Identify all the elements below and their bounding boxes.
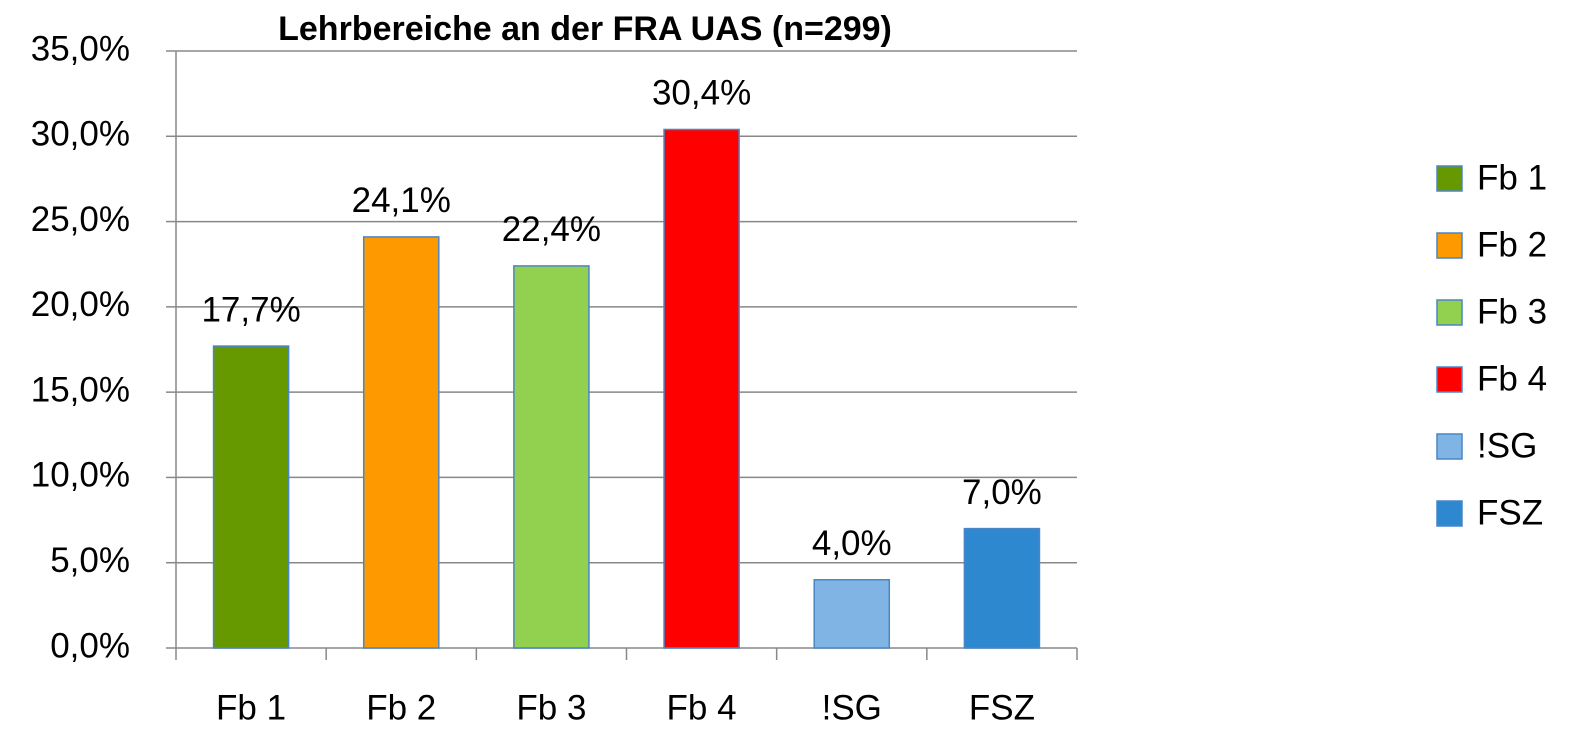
- value-label: 17,7%: [201, 290, 300, 329]
- chart-title: Lehrbereiche an der FRA UAS (n=299): [278, 10, 892, 48]
- y-tick-label: 20,0%: [31, 285, 130, 324]
- legend-swatch: [1436, 165, 1463, 192]
- legend-label: FSZ: [1477, 493, 1543, 532]
- bar: [212, 345, 290, 649]
- legend-label: Fb 4: [1477, 359, 1547, 398]
- y-tick-label: 15,0%: [31, 370, 130, 409]
- legend-swatch: [1436, 500, 1463, 527]
- x-tick-label: !SG: [822, 688, 882, 727]
- y-tick-label: 10,0%: [31, 456, 130, 495]
- bar: [813, 579, 891, 649]
- y-tick-label: 35,0%: [31, 29, 130, 68]
- x-tick-label: Fb 4: [667, 688, 737, 727]
- y-tick-label: 0,0%: [50, 626, 130, 665]
- x-tick-label: Fb 2: [366, 688, 436, 727]
- value-label: 7,0%: [962, 473, 1042, 512]
- bar: [513, 265, 590, 649]
- y-tick-label: 30,0%: [31, 115, 130, 154]
- bar: [963, 527, 1041, 649]
- legend-label: Fb 2: [1477, 225, 1547, 264]
- legend-swatch: [1436, 232, 1463, 259]
- bar: [663, 128, 740, 649]
- bar: [362, 236, 440, 649]
- x-tick-label: FSZ: [969, 688, 1035, 727]
- legend-swatch: [1436, 299, 1463, 326]
- y-tick-label: 25,0%: [31, 200, 130, 239]
- value-label: 24,1%: [352, 181, 451, 220]
- legend-swatch: [1436, 366, 1463, 393]
- value-label: 22,4%: [502, 210, 601, 249]
- legend-label: Fb 3: [1477, 292, 1547, 331]
- legend-swatch: [1436, 433, 1463, 460]
- legend-label: !SG: [1477, 426, 1537, 465]
- value-label: 30,4%: [652, 74, 751, 113]
- x-tick-label: Fb 1: [216, 688, 286, 727]
- x-tick-label: Fb 3: [516, 688, 586, 727]
- legend-label: Fb 1: [1477, 158, 1547, 197]
- y-tick-label: 5,0%: [50, 541, 130, 580]
- value-label: 4,0%: [812, 524, 892, 563]
